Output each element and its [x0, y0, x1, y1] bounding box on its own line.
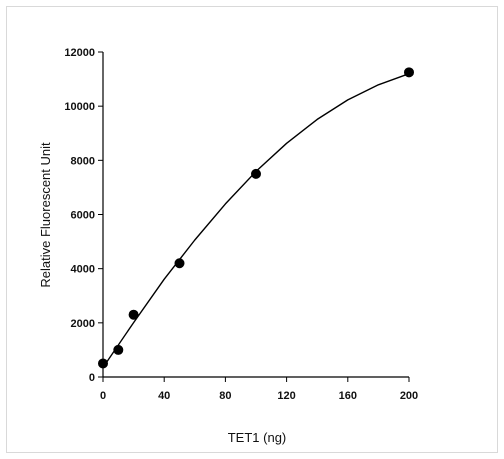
x-axis-title: TET1 (ng)	[228, 430, 287, 445]
data-point	[174, 258, 185, 269]
y-tick-label: 10000	[64, 101, 95, 113]
data-point	[128, 309, 139, 320]
data-point	[98, 358, 108, 369]
x-tick-label: 160	[339, 390, 357, 402]
x-tick-label: 80	[219, 390, 231, 402]
x-tick-label: 0	[100, 390, 106, 402]
y-tick-label: 8000	[71, 155, 95, 167]
y-tick-label: 4000	[71, 264, 95, 276]
x-tick-label: 200	[400, 390, 418, 402]
data-point	[251, 168, 261, 179]
data-points	[98, 67, 414, 369]
fit-curve	[102, 73, 410, 368]
data-point	[404, 67, 414, 78]
x-tick-label: 40	[158, 390, 170, 402]
y-tick-label: 12000	[64, 47, 95, 59]
fit-curve-group	[102, 73, 410, 368]
chart-axes: 0 2000 4000 6000 8000 10000 12000 0 40 80 120 160 20…	[64, 47, 418, 402]
axis-labels: TET1 (ng) Relative Fluorescent Unit	[38, 142, 286, 445]
y-tick-label: 6000	[71, 210, 95, 222]
y-tick-label: 0	[89, 372, 95, 384]
x-tick-label: 120	[277, 390, 295, 402]
data-point	[113, 344, 124, 355]
y-tick-label: 2000	[71, 318, 95, 330]
chart-frame	[6, 6, 498, 453]
y-axis-title: Relative Fluorescent Unit	[38, 142, 53, 288]
